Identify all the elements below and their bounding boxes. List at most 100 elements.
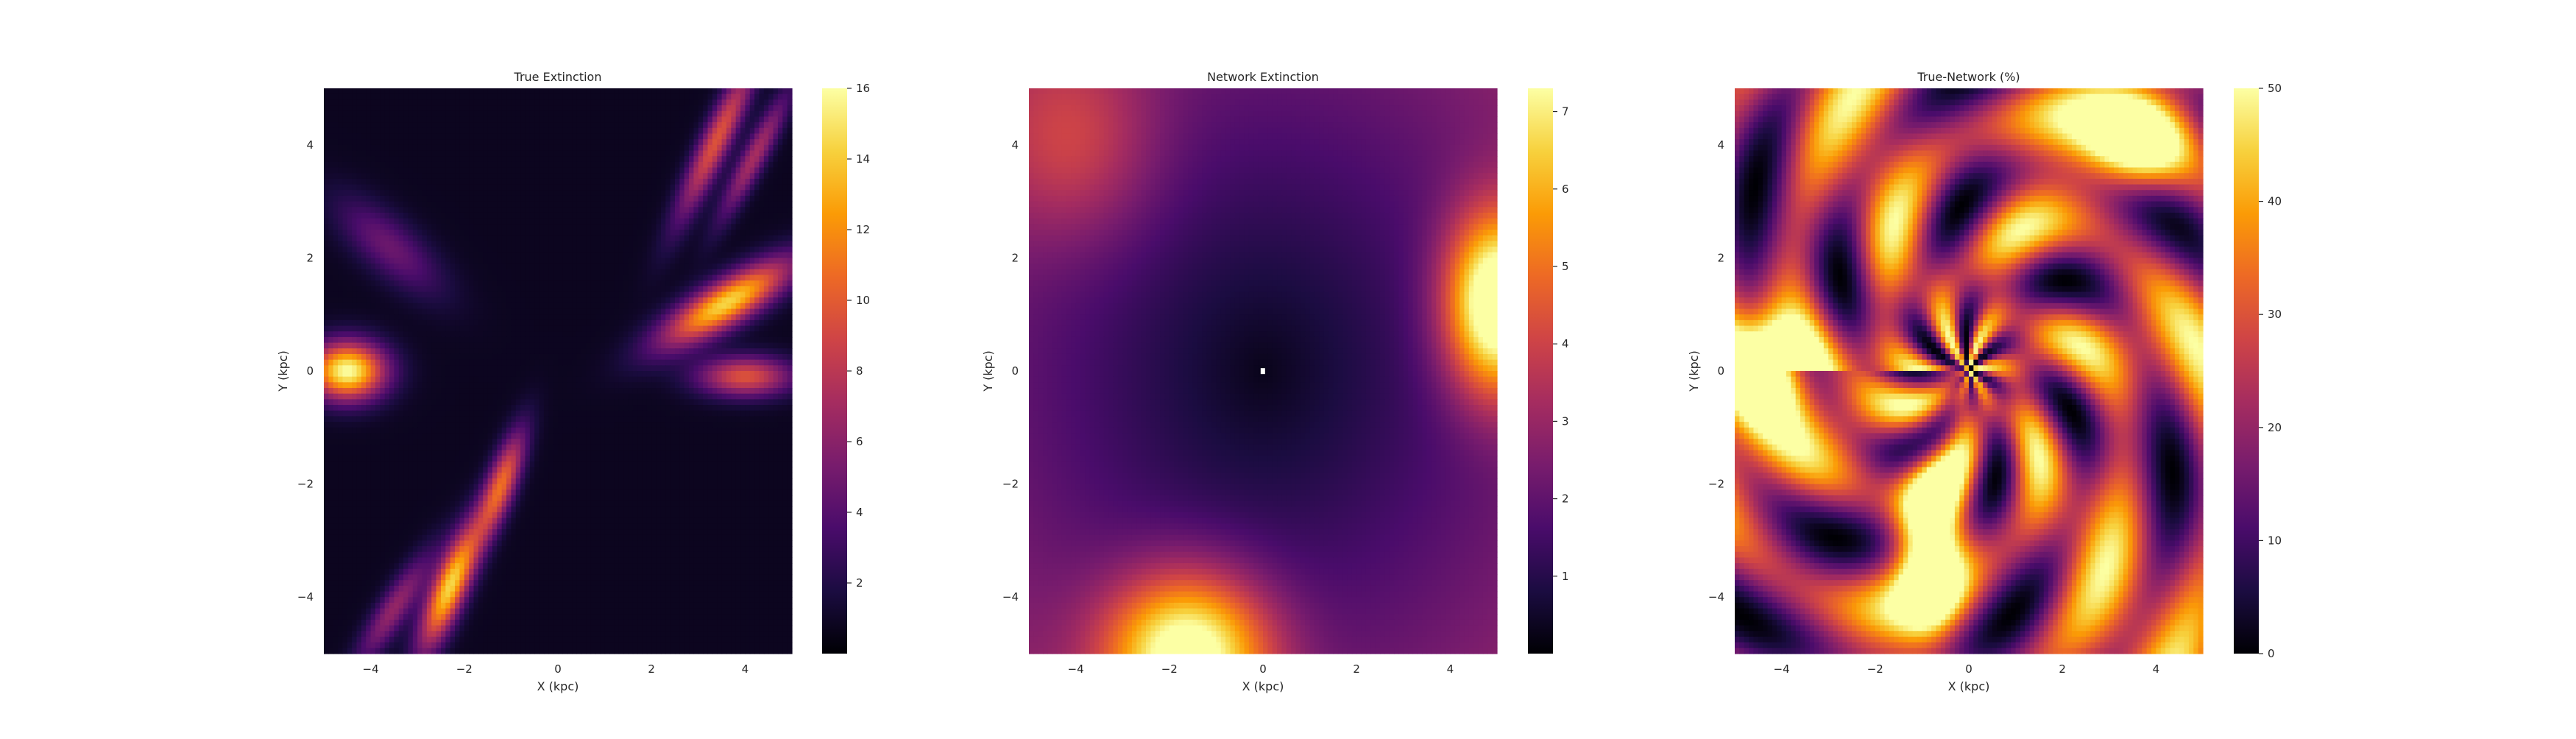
heatmap-cell	[609, 99, 615, 106]
heatmap-cell	[660, 291, 666, 298]
heatmap-cell	[412, 264, 418, 270]
heatmap-cell	[506, 264, 512, 270]
heatmap-cell	[773, 195, 779, 202]
heatmap-cell	[539, 331, 545, 338]
heatmap-cell	[553, 359, 559, 366]
heatmap-cell	[473, 133, 479, 140]
heatmap-cell	[623, 235, 629, 241]
heatmap-cell	[684, 264, 690, 270]
heatmap-cell	[693, 212, 699, 219]
heatmap-cell	[539, 258, 545, 264]
heatmap-cell	[436, 258, 442, 264]
heatmap-cell	[422, 218, 428, 224]
heatmap-cell	[412, 93, 418, 100]
heatmap-cell	[464, 122, 470, 129]
heatmap-cell	[487, 207, 493, 213]
heatmap-cell	[370, 110, 376, 117]
heatmap-cell	[511, 241, 517, 247]
heatmap-cell	[740, 156, 746, 163]
heatmap-cell	[450, 319, 456, 327]
heatmap-cell	[782, 93, 788, 100]
heatmap-cell	[656, 116, 662, 123]
heatmap-cell	[604, 359, 610, 366]
heatmap-cell	[576, 230, 582, 236]
heatmap-cell	[726, 133, 732, 140]
heatmap-cell	[342, 275, 348, 281]
heatmap-cell	[529, 359, 535, 366]
heatmap-cell	[520, 241, 526, 247]
heatmap-cell	[366, 258, 372, 264]
heatmap-cell	[455, 161, 461, 169]
heatmap-cell	[356, 252, 362, 258]
heatmap-cell	[763, 291, 769, 298]
heatmap-cell	[398, 258, 404, 264]
heatmap-cell	[426, 161, 432, 169]
heatmap-cell	[595, 133, 601, 140]
heatmap-cell	[595, 365, 601, 372]
heatmap-cell	[651, 252, 657, 258]
heatmap-cell	[726, 110, 732, 117]
heatmap-cell	[740, 150, 746, 157]
heatmap-cell	[539, 190, 545, 197]
heatmap-cell	[773, 161, 779, 169]
heatmap-cell	[450, 331, 456, 338]
heatmap-cell	[403, 190, 409, 197]
heatmap-cell	[478, 178, 484, 185]
heatmap-cell	[525, 133, 531, 140]
heatmap-cell	[572, 224, 578, 230]
heatmap-cell	[534, 297, 540, 304]
heatmap-cell	[361, 359, 367, 366]
heatmap-cell	[651, 88, 657, 95]
heatmap-cell	[492, 201, 498, 208]
heatmap-cell	[370, 269, 376, 276]
heatmap-cell	[567, 195, 573, 202]
heatmap-cell	[609, 116, 615, 123]
heatmap-cell	[342, 342, 348, 349]
heatmap-cell	[745, 139, 751, 146]
heatmap-cell	[707, 167, 713, 174]
heatmap-cell	[342, 291, 348, 298]
heatmap-cell	[356, 218, 362, 224]
heatmap-cell	[670, 241, 676, 247]
heatmap-cell	[590, 156, 596, 163]
heatmap-cell	[324, 325, 329, 332]
heatmap-cell	[558, 286, 563, 293]
heatmap-cell	[422, 150, 428, 157]
heatmap-cell	[356, 116, 362, 123]
heatmap-cell	[745, 184, 751, 191]
heatmap-cell	[431, 258, 437, 264]
heatmap-cell	[525, 139, 531, 146]
heatmap-cell	[749, 173, 755, 180]
heatmap-cell	[679, 286, 685, 293]
heatmap-cell	[642, 122, 648, 129]
heatmap-cell	[777, 353, 783, 361]
heatmap-cell	[576, 167, 582, 174]
heatmap-cell	[520, 144, 526, 152]
heatmap-cell	[763, 365, 769, 372]
heatmap-cell	[408, 218, 414, 224]
heatmap-cell	[324, 336, 329, 344]
heatmap-cell	[459, 348, 465, 355]
heatmap-cell	[642, 342, 648, 349]
heatmap-cell	[665, 212, 671, 219]
heatmap-cell	[380, 173, 386, 180]
heatmap-cell	[441, 110, 446, 117]
heatmap-cell	[436, 230, 442, 236]
heatmap-cell	[558, 207, 563, 213]
heatmap-cell	[749, 88, 755, 95]
heatmap-cell	[717, 286, 723, 293]
heatmap-cell	[604, 241, 610, 247]
heatmap-cell	[487, 122, 493, 129]
heatmap-cell	[426, 110, 432, 117]
heatmap-cell	[380, 247, 386, 253]
heatmap-cell	[361, 365, 367, 372]
heatmap-cell	[558, 365, 563, 372]
heatmap-cell	[356, 353, 362, 361]
heatmap-cell	[777, 167, 783, 174]
heatmap-cell	[548, 93, 554, 100]
heatmap-cell	[431, 280, 437, 287]
heatmap-cell	[763, 308, 769, 315]
heatmap-cell	[338, 139, 344, 146]
heatmap-cell	[562, 167, 568, 174]
heatmap-cell	[333, 110, 339, 117]
